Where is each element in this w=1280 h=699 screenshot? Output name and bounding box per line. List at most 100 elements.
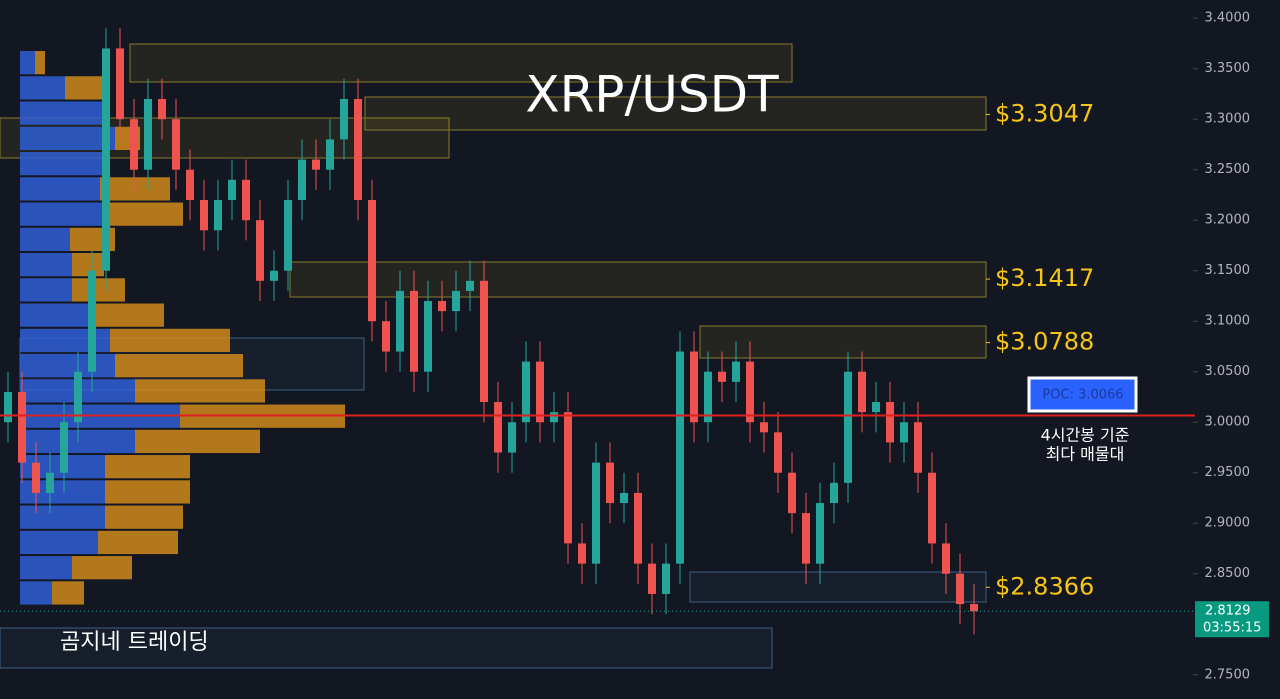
candle-body (662, 563, 670, 594)
candle-body (326, 139, 334, 170)
profile-down (98, 530, 178, 555)
candle-body (942, 543, 950, 574)
profile-up (20, 177, 100, 201)
y-tick-label: 2.9000 (1205, 516, 1251, 531)
profile-down (110, 328, 230, 353)
zone (129, 43, 793, 83)
profile-up (20, 126, 115, 151)
candle-body (634, 492, 642, 564)
profile-down (92, 303, 164, 327)
candle-body (788, 472, 796, 514)
profile-down (72, 278, 125, 302)
countdown: 03:55:15 (1203, 621, 1261, 636)
candle-body (368, 200, 376, 322)
y-tick-label: 3.1000 (1205, 314, 1251, 329)
candle-body (200, 200, 208, 231)
profile-down (105, 505, 183, 529)
profile-up (20, 227, 70, 252)
profile-down (105, 480, 190, 504)
profile-down (105, 202, 183, 226)
candle-body (312, 159, 320, 170)
candles (4, 28, 978, 635)
level-label: $2.8366 (995, 572, 1094, 600)
candle-body (354, 98, 362, 201)
candle-body (284, 200, 292, 271)
profile-down (52, 581, 84, 605)
poc-box (1027, 376, 1138, 413)
profile-up (20, 505, 105, 529)
profile-up (20, 530, 98, 555)
profile-up (20, 202, 105, 226)
profile-down (72, 556, 132, 580)
candle-body (718, 371, 726, 382)
candle-body (746, 361, 754, 423)
candle-body (676, 351, 684, 564)
candle-body (116, 48, 124, 120)
candle-body (88, 270, 96, 372)
profile-down (72, 253, 104, 277)
y-tick-label: 3.3500 (1205, 61, 1251, 76)
candle-body (60, 422, 68, 473)
candle-body (494, 402, 502, 453)
candle-body (732, 361, 740, 382)
last-price-label: 2.8129 (1205, 604, 1251, 619)
candle-body (32, 462, 40, 493)
candle-body (74, 371, 82, 423)
y-tick-label: 3.3000 (1205, 112, 1251, 127)
candle-body (508, 422, 516, 453)
y-tick-label: 3.2000 (1205, 213, 1251, 228)
profile-up (20, 581, 52, 605)
profile-down (105, 455, 190, 479)
profile-down (135, 429, 260, 454)
profile-up (20, 556, 72, 580)
level-label: $3.3047 (995, 99, 1094, 127)
candle-body (382, 321, 390, 352)
candle-body (256, 220, 264, 281)
candle-body (298, 159, 306, 201)
candle-body (620, 492, 628, 504)
y-tick-label: 2.8500 (1205, 566, 1251, 581)
profile-up (20, 328, 110, 353)
profile-up (20, 480, 105, 504)
candle-body (172, 119, 180, 170)
profile-up (20, 101, 105, 125)
level-label: $3.0788 (995, 328, 1094, 356)
price-tag (1195, 601, 1269, 638)
y-tick-label: 3.1500 (1205, 263, 1251, 278)
zone (699, 325, 987, 359)
candle-body (424, 301, 432, 372)
candle-body (242, 179, 250, 221)
profile-up (20, 253, 72, 277)
candle-body (480, 280, 488, 403)
candle-body (830, 482, 838, 504)
candle-body (550, 412, 558, 423)
candle-body (214, 200, 222, 231)
candle-body (900, 422, 908, 443)
profile-up (20, 303, 92, 327)
candle-body (928, 472, 936, 544)
profile-down (35, 51, 45, 75)
zone (364, 96, 987, 131)
profile-up (20, 76, 65, 100)
volume-profile (20, 51, 345, 605)
profile-up (20, 51, 35, 75)
y-tick-label: 3.4000 (1205, 11, 1251, 26)
candle-body (914, 422, 922, 473)
candle-body (228, 179, 236, 201)
candle-body (886, 402, 894, 443)
poc-label: POC: 3.0066 (1042, 388, 1123, 403)
candle-body (844, 371, 852, 483)
candle-body (970, 604, 978, 612)
candle-body (18, 391, 26, 463)
candle-body (522, 361, 530, 423)
y-tick-label: 3.0500 (1205, 364, 1251, 379)
candle-body (564, 412, 572, 544)
candle-body (858, 371, 866, 413)
candle-body (144, 98, 152, 170)
chart-title: XRP/USDT (525, 66, 779, 124)
candle-body (396, 290, 404, 352)
candle-body (578, 543, 586, 564)
poc-note: 최다 매물대 (1046, 445, 1125, 464)
candle-body (536, 361, 544, 423)
